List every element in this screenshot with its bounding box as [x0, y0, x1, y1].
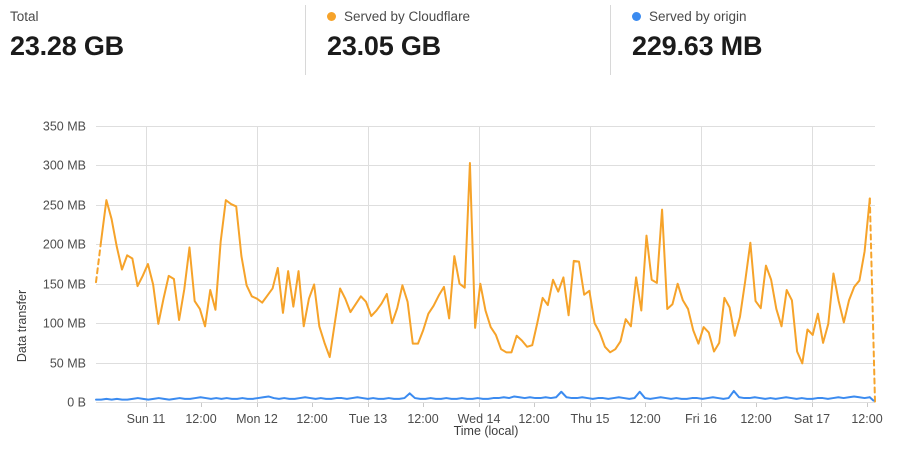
x-axis-tick-label: Sat 17	[794, 412, 830, 426]
legend-dot-origin-icon	[632, 12, 641, 21]
stat-value-total: 23.28 GB	[10, 31, 124, 61]
stat-divider-1	[305, 5, 306, 75]
x-axis-tick-label: 12:00	[629, 412, 660, 426]
series-line-origin	[95, 389, 871, 401]
x-axis-tick-label: 12:00	[851, 412, 882, 426]
stat-label-cloudflare: Served by Cloudflare	[344, 8, 471, 24]
stat-label-row-total: Total	[10, 8, 305, 25]
y-axis-tick-label: 300 MB	[43, 159, 86, 173]
stat-value-origin: 229.63 MB	[632, 31, 763, 61]
stat-label-origin: Served by origin	[649, 8, 747, 24]
y-axis-tick-label: 150 MB	[43, 278, 86, 292]
x-axis-tick-label: 12:00	[185, 412, 216, 426]
stat-divider-2	[610, 5, 611, 75]
x-axis-tick-label: 12:00	[296, 412, 327, 426]
x-axis-tick-label: 12:00	[740, 412, 771, 426]
stat-value-cloudflare: 23.05 GB	[327, 31, 441, 61]
chart-series-lines	[95, 162, 876, 403]
y-axis-tick-label: 350 MB	[43, 120, 86, 134]
x-axis-tick-label: 12:00	[407, 412, 438, 426]
x-axis-tick-label: Sun 11	[127, 412, 166, 426]
stat-block-served-by-origin: Served by origin 229.63 MB	[610, 0, 917, 80]
chart-gridlines	[96, 126, 875, 407]
stat-label-total: Total	[10, 8, 39, 24]
chart-y-axis-ticks: 0 B 50 MB 100 MB 150 MB 200 MB 250 MB 300 MB 35…	[43, 120, 86, 410]
chart-x-axis-ticks: Sun 11 12:00 Mon 12 12:00 Tue 13 12:00 Wed 14 1…	[127, 412, 883, 426]
chart-y-axis-title: Data transfer	[15, 290, 29, 362]
y-axis-tick-label: 250 MB	[43, 199, 86, 213]
x-axis-tick-label: Wed 14	[458, 412, 501, 426]
y-axis-tick-label: 50 MB	[50, 357, 86, 371]
x-axis-tick-label: Tue 13	[349, 412, 388, 426]
y-axis-tick-label: 200 MB	[43, 238, 86, 252]
stat-label-row-cloudflare: Served by Cloudflare	[327, 8, 610, 25]
chart-svg: 0 B 50 MB 100 MB 150 MB 200 MB 250 MB 300 MB 35…	[15, 120, 883, 439]
x-axis-tick-label: Thu 15	[571, 412, 610, 426]
stat-label-row-origin: Served by origin	[632, 8, 917, 25]
data-transfer-chart: 0 B 50 MB 100 MB 150 MB 200 MB 250 MB 300 MB 35…	[0, 80, 917, 454]
x-axis-tick-label: Fri 16	[685, 412, 717, 426]
series-dashed-end-origin	[868, 396, 876, 403]
summary-stats-bar: Total 23.28 GB Served by Cloudflare 23.0…	[0, 0, 917, 80]
series-dashed-end-cloudflare	[868, 197, 876, 403]
series-dashed-start-cloudflare	[95, 239, 103, 284]
x-axis-tick-label: Mon 12	[236, 412, 278, 426]
series-line-cloudflare	[100, 162, 871, 365]
legend-dot-cloudflare-icon	[327, 12, 336, 21]
y-axis-tick-label: 0 B	[67, 396, 86, 410]
stat-block-total: Total 23.28 GB	[0, 0, 305, 80]
x-axis-tick-label: 12:00	[518, 412, 549, 426]
chart-x-axis-title: Time (local)	[454, 424, 519, 438]
stat-block-served-by-cloudflare: Served by Cloudflare 23.05 GB	[305, 0, 610, 80]
y-axis-tick-label: 100 MB	[43, 317, 86, 331]
